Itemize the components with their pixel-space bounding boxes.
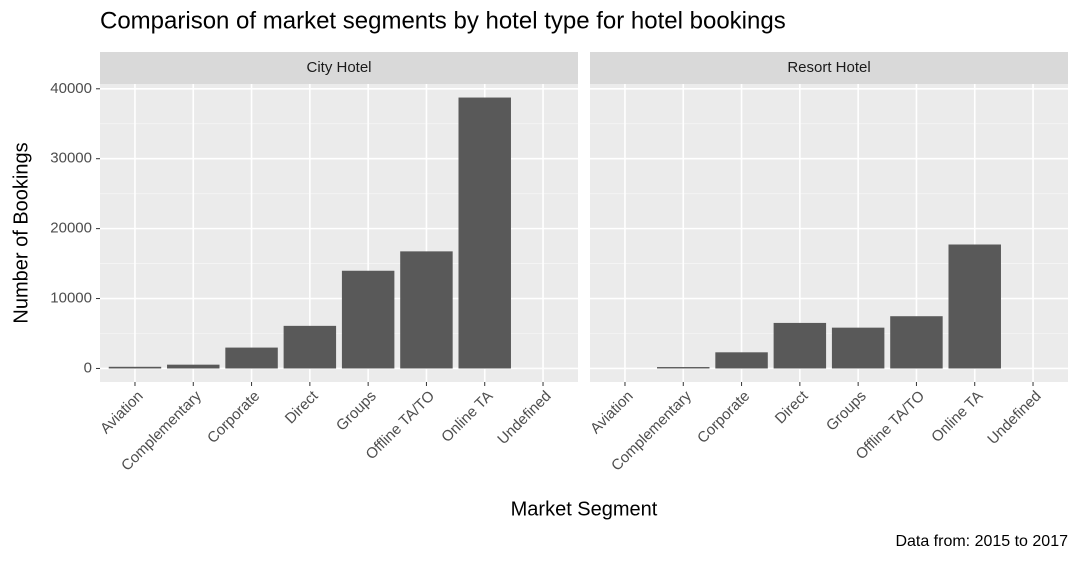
- x-tick-label: Aviation: [97, 388, 147, 438]
- x-tick-label: Online TA: [438, 388, 496, 446]
- bar: [831, 327, 885, 369]
- x-tick-label: Groups: [823, 388, 870, 435]
- y-tick-label: 30000: [50, 150, 92, 167]
- y-axis-title: Number of Bookings: [10, 142, 32, 323]
- x-tick-label: Corporate: [204, 388, 263, 447]
- bar: [167, 364, 220, 369]
- x-tick-label: Undefined: [984, 388, 1044, 448]
- y-tick-label: 40000: [50, 80, 92, 97]
- bar: [108, 366, 162, 369]
- panel-strip: [100, 52, 578, 84]
- panel-strip: [590, 52, 1068, 84]
- y-tick-label: 20000: [50, 220, 92, 237]
- facet-label: Resort Hotel: [787, 59, 870, 76]
- bar: [657, 367, 710, 369]
- chart-title: Comparison of market segments by hotel t…: [100, 7, 786, 34]
- bar: [773, 322, 827, 369]
- bar: [458, 97, 511, 369]
- x-tick-label: Direct: [772, 387, 812, 427]
- bar: [948, 244, 1001, 369]
- x-axis-title: Market Segment: [511, 498, 658, 520]
- facet-label: City Hotel: [306, 59, 371, 76]
- x-tick-label: Corporate: [694, 388, 753, 447]
- x-tick-label: Direct: [282, 387, 322, 427]
- x-tick-label: Groups: [333, 388, 380, 435]
- bar: [283, 325, 337, 369]
- bar: [890, 316, 943, 369]
- y-tick-label: 10000: [50, 290, 92, 307]
- x-tick-label: Online TA: [928, 388, 986, 446]
- x-tick-label: Aviation: [587, 388, 637, 438]
- bar: [225, 347, 278, 369]
- x-tick-label: Undefined: [494, 388, 554, 448]
- bar: [341, 270, 395, 369]
- bar: [715, 352, 768, 369]
- caption: Data from: 2015 to 2017: [895, 533, 1068, 550]
- y-tick-label: 0: [84, 359, 92, 376]
- bar: [400, 251, 453, 369]
